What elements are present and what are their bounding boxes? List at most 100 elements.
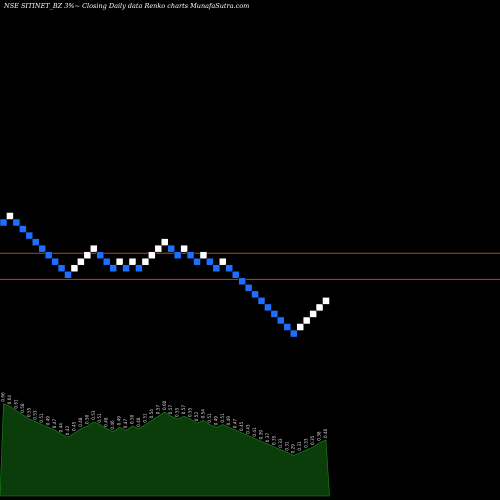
renko-brick-down xyxy=(44,251,53,259)
volume-label: 0.55 xyxy=(188,407,193,417)
volume-label: 0.52 xyxy=(194,412,199,422)
renko-brick-down xyxy=(206,257,214,266)
volume-label: 0.55 xyxy=(26,407,31,417)
renko-brick-up xyxy=(141,257,150,266)
renko-brick-down xyxy=(0,218,8,227)
volume-area-path xyxy=(0,403,330,497)
renko-brick-up xyxy=(154,244,163,253)
volume-label: 0.60 xyxy=(162,400,167,410)
renko-brick-down xyxy=(167,244,175,253)
renko-brick-up xyxy=(83,251,92,259)
volume-label: 0.40 xyxy=(323,428,328,438)
volume-label: 0.66 xyxy=(1,392,6,402)
renko-brick-down xyxy=(231,271,240,279)
renko-brick-up xyxy=(70,264,79,272)
renko-brick-up xyxy=(309,310,317,318)
volume-label: 0.33 xyxy=(304,438,309,448)
renko-brick-down xyxy=(25,231,34,240)
renko-brick-down xyxy=(173,251,182,259)
renko-brick-down xyxy=(257,297,266,305)
renko-brick-down xyxy=(238,277,246,286)
renko-brick-down xyxy=(38,244,46,253)
volume-label: 0.39 xyxy=(259,430,264,440)
volume-label: 0.45 xyxy=(71,421,76,431)
volume-label: 0.46 xyxy=(110,420,115,430)
volume-label: 0.53 xyxy=(33,410,38,420)
renko-brick-down xyxy=(244,284,253,292)
volume-label: 0.42 xyxy=(65,426,70,436)
volume-label: 0.33 xyxy=(278,438,283,448)
volume-label: 0.41 xyxy=(252,427,257,437)
renko-brick-down xyxy=(122,264,130,272)
renko-brick-down xyxy=(12,218,21,227)
renko-brick-up xyxy=(161,238,169,246)
volume-label: 0.47 xyxy=(233,419,238,429)
volume-label: 0.47 xyxy=(123,419,128,429)
volume-label: 0.49 xyxy=(213,416,218,426)
renko-brick-up xyxy=(77,257,85,266)
renko-brick-down xyxy=(64,271,72,279)
renko-brick-down xyxy=(264,303,272,312)
renko-brick-up xyxy=(90,244,98,253)
chart-title: NSE SITINET_BZ 3%~ Closing Daily data Re… xyxy=(3,2,249,10)
volume-label: 0.49 xyxy=(226,416,231,426)
renko-brick-down xyxy=(96,251,104,259)
renko-brick-down xyxy=(225,264,233,272)
volume-label: 0.38 xyxy=(317,431,322,441)
volume-label: 0.35 xyxy=(310,435,315,445)
volume-label: 0.58 xyxy=(20,403,25,413)
renko-brick-down xyxy=(270,310,279,318)
renko-brick-up xyxy=(219,257,227,266)
renko-brick-down xyxy=(109,264,117,272)
volume-label: 0.37 xyxy=(265,433,270,443)
volume-label: 0.29 xyxy=(291,444,296,454)
volume-label: 0.54 xyxy=(200,409,205,419)
renko-brick-up xyxy=(302,316,311,325)
volume-label: 0.51 xyxy=(220,413,225,423)
renko-brick-down xyxy=(51,257,59,266)
renko-brick-down xyxy=(193,257,201,266)
volume-label: 0.48 xyxy=(104,417,109,427)
volume-label: 0.53 xyxy=(91,410,96,420)
volume-label: 0.51 xyxy=(39,413,44,423)
volume-label: 0.51 xyxy=(97,413,102,423)
volume-label: 0.48 xyxy=(78,417,83,427)
volume-label: 0.35 xyxy=(271,435,276,445)
volume-label: 0.47 xyxy=(52,419,57,429)
volume-label: 0.48 xyxy=(136,417,141,427)
renko-brick-up xyxy=(6,212,14,220)
renko-brick-down xyxy=(283,323,292,331)
volume-label: 0.51 xyxy=(207,413,212,423)
renko-brick-down xyxy=(102,257,111,266)
volume-label: 0.44 xyxy=(59,423,64,433)
renko-brick-down xyxy=(32,238,40,246)
volume-label: 0.57 xyxy=(181,405,186,415)
volume-label: 0.61 xyxy=(13,399,18,409)
volume-area xyxy=(0,403,330,497)
volume-label: 0.49 xyxy=(117,416,122,426)
renko-brick-up xyxy=(128,257,137,266)
renko-brick-down xyxy=(186,251,195,259)
volume-label: 0.50 xyxy=(130,414,135,424)
volume-label: 0.51 xyxy=(142,413,147,423)
renko-brick-up xyxy=(180,244,188,253)
renko-brick-up xyxy=(115,257,124,266)
renko-brick-down xyxy=(290,329,298,338)
volume-label: 0.45 xyxy=(239,421,244,431)
renko-brick-up xyxy=(322,297,330,305)
renko-brick-down xyxy=(212,264,221,272)
renko-brick-up xyxy=(199,251,208,259)
volume-label: 0.57 xyxy=(168,405,173,415)
renko-brick-up xyxy=(315,303,324,312)
renko-brick-down xyxy=(19,225,27,233)
volume-label: 0.43 xyxy=(246,424,251,434)
volume-label: 0.31 xyxy=(297,441,302,451)
renko-brick-up xyxy=(148,251,156,259)
renko-brick-down xyxy=(135,264,143,272)
reference-lines xyxy=(0,252,500,280)
volume-label: 0.31 xyxy=(284,441,289,451)
volume-label: 0.49 xyxy=(46,416,51,426)
volume-label: 0.64 xyxy=(7,395,12,405)
